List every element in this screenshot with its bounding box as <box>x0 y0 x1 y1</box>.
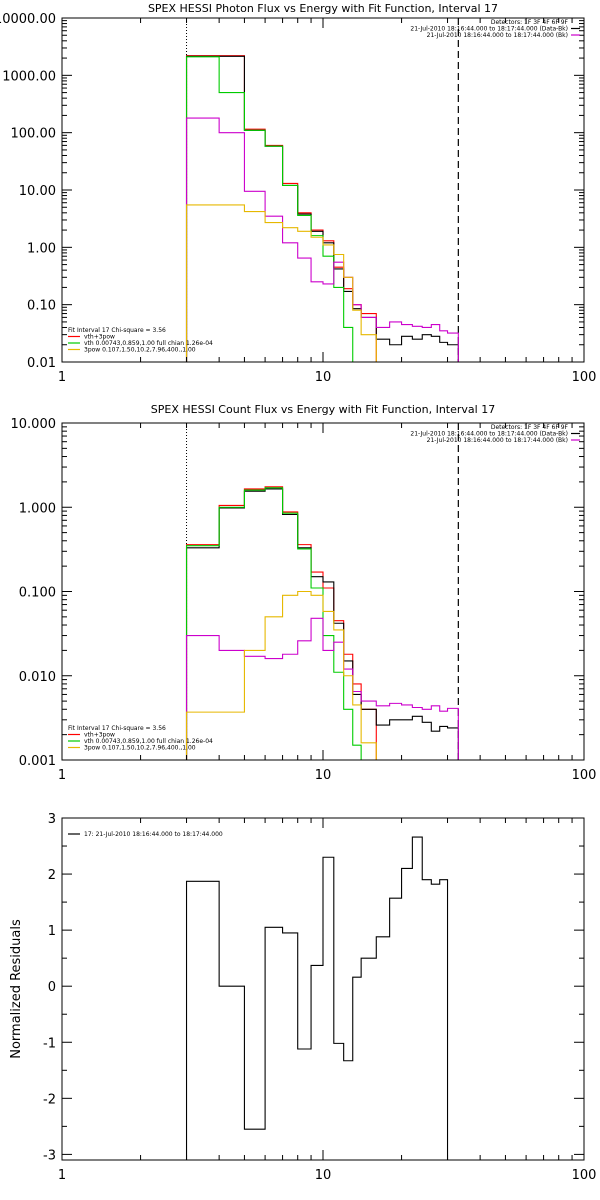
legend-text: 17: 21-Jul-2010 18:16:44.000 to 18:17:44… <box>84 831 223 838</box>
chart-panel-2: SPEX HESSI Count Flux vs Energy with Fit… <box>11 403 597 783</box>
y-axis-label: Normalized Residuals <box>9 919 24 1059</box>
y-tick-label: 0.01 <box>27 356 56 371</box>
legend-text: vth+3pow <box>84 334 115 341</box>
series-line-2 <box>185 488 459 760</box>
chart-panel-1: SPEX HESSI Photon Flux vs Energy with Fi… <box>0 2 596 385</box>
x-tick-label: 100 <box>572 370 597 385</box>
header-text: Detectors: 1F 3F 4F 6F 9F <box>491 19 569 26</box>
y-tick-label: 1000.00 <box>2 69 56 84</box>
header-text: 21-Jul-2010 18:16:44.000 to 18:17:44.000… <box>410 26 568 33</box>
chart-title: SPEX HESSI Count Flux vs Energy with Fit… <box>151 403 495 416</box>
y-tick-label: -1 <box>43 1036 56 1051</box>
y-tick-label: -3 <box>43 1148 56 1163</box>
series-line-1 <box>185 836 449 1160</box>
x-tick-label: 100 <box>572 768 597 783</box>
y-tick-label: -2 <box>43 1092 56 1107</box>
y-tick-label: 10.00 <box>19 184 56 199</box>
y-tick-label: 100.00 <box>11 127 57 142</box>
y-tick-label: 1 <box>48 924 56 939</box>
y-tick-label: 0.001 <box>19 754 56 769</box>
series-line-3 <box>185 56 362 362</box>
header-text: Detectors: 1F 3F 4F 6F 9F <box>491 424 569 431</box>
x-tick-label: 1 <box>58 1168 66 1183</box>
legend-text: vth+3pow <box>84 732 115 739</box>
header-text: 21-Jul-2010 18:16:44.000 to 18:17:44.000… <box>427 437 568 444</box>
x-tick-label: 10 <box>315 1168 332 1183</box>
legend-text: vth 0.00743,0.859,1.00 full chian 1.26e-… <box>84 340 213 347</box>
header-text: 21-Jul-2010 18:16:44.000 to 18:17:44.000… <box>427 32 568 39</box>
y-tick-label: 0 <box>48 980 56 995</box>
series-line-1 <box>185 486 377 760</box>
header-text: 21-Jul-2010 18:16:44.000 to 18:17:44.000… <box>410 431 568 438</box>
x-tick-label: 10 <box>315 370 332 385</box>
series-group <box>185 55 459 362</box>
series-line-2 <box>185 55 459 362</box>
x-tick-label: 100 <box>572 1168 597 1183</box>
series-group <box>185 836 449 1160</box>
chart-panel-3: 1 10 100 -3 -2 -1 0 1 2 3 Normalized Residuals 17: … <box>9 812 596 1183</box>
series-line-5 <box>185 590 391 760</box>
y-tick-label: 10000.00 <box>0 12 56 27</box>
y-tick-label: 0.100 <box>19 586 56 601</box>
legend-text: vth 0.00743,0.859,1.00 full chian 1.26e-… <box>84 738 213 745</box>
legend-text: 3pow 0.107,1.50,10.2,7.96,400.,1.00 <box>84 347 196 354</box>
x-tick-label: 1 <box>58 370 66 385</box>
chart-title: SPEX HESSI Photon Flux vs Energy with Fi… <box>148 2 498 15</box>
legend-text: Fit Interval 17 Chi-square = 3.56 <box>68 327 166 334</box>
legend-text: Fit Interval 17 Chi-square = 3.56 <box>68 725 166 732</box>
series-line-5 <box>185 204 391 362</box>
y-tick-label: 1.000 <box>19 501 56 516</box>
series-line-4 <box>185 617 459 760</box>
y-tick-label: 1.00 <box>27 241 56 256</box>
y-tick-label: 0.10 <box>27 299 56 314</box>
series-line-4 <box>185 117 459 362</box>
y-tick-label: 0.010 <box>19 670 56 685</box>
series-line-1 <box>185 55 377 362</box>
y-tick-label: 3 <box>48 812 56 827</box>
x-tick-label: 1 <box>58 768 66 783</box>
y-tick-label: 2 <box>48 868 56 883</box>
legend-text: 3pow 0.107,1.50,10.2,7.96,400.,1.00 <box>84 745 196 752</box>
series-line-3 <box>185 487 362 760</box>
series-group <box>185 486 459 760</box>
x-tick-label: 10 <box>315 768 332 783</box>
plot-frame <box>61 17 585 363</box>
y-tick-label: 10.000 <box>11 417 57 432</box>
